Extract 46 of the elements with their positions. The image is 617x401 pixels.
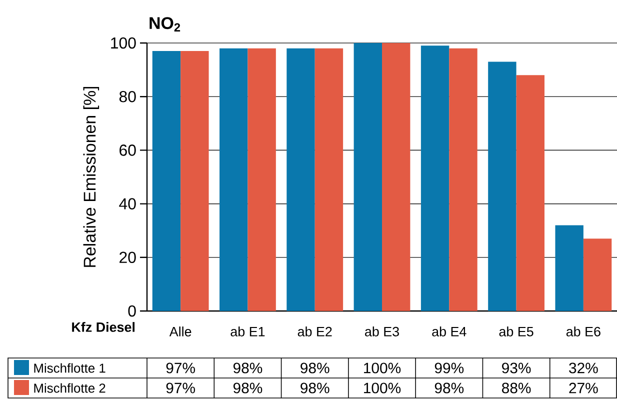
bar — [248, 48, 276, 311]
bar — [555, 225, 584, 311]
x-axis-title: Kfz Diesel — [72, 322, 135, 332]
bar — [449, 48, 478, 311]
data-label: 98% — [233, 382, 262, 394]
bar — [583, 238, 612, 311]
x-tick-label: ab E6 — [566, 326, 600, 336]
bar — [382, 42, 410, 311]
data-label: 27% — [569, 382, 598, 394]
data-label: 99% — [434, 362, 464, 374]
data-label: 98% — [233, 362, 262, 374]
x-tick-label: Alle — [169, 326, 192, 336]
x-tick-label: ab E3 — [365, 326, 399, 336]
bar — [220, 48, 248, 311]
y-axis-title: Relative Emissionen [%] — [83, 86, 100, 267]
data-label: 98% — [300, 362, 330, 374]
x-tick-label: ab E1 — [230, 326, 265, 336]
bar — [286, 48, 315, 311]
data-label: 100% — [364, 362, 401, 374]
y-tick-label: 20 — [120, 252, 136, 264]
x-tick-label: ab E5 — [499, 326, 534, 336]
y-tick-label: 40 — [119, 198, 136, 210]
data-label: 97% — [166, 382, 195, 394]
data-label: 97% — [166, 362, 195, 374]
bar — [180, 51, 209, 311]
bar — [488, 62, 516, 311]
y-tick-label: 100 — [111, 37, 136, 49]
data-label: 100% — [364, 382, 401, 394]
data-label: 98% — [300, 382, 330, 394]
data-label: 93% — [502, 362, 531, 374]
y-tick-label: 60 — [120, 144, 136, 156]
legend-label: Mischflotte 2 — [34, 383, 106, 393]
x-tick-label: ab E4 — [432, 326, 466, 336]
bar — [314, 48, 344, 311]
bar — [420, 46, 450, 311]
data-label: 32% — [569, 362, 598, 374]
y-tick-label: 80 — [119, 90, 136, 102]
y-tick-label: 0 — [128, 305, 136, 317]
x-tick-label: ab E2 — [298, 326, 332, 336]
legend-label: Mischflotte 1 — [34, 363, 106, 373]
bar — [354, 42, 382, 311]
bar — [516, 75, 544, 311]
bar — [152, 51, 181, 311]
data-label: 98% — [434, 382, 464, 394]
data-label: 88% — [502, 382, 531, 394]
chart-title: NO$_{2}$ — [150, 17, 180, 32]
